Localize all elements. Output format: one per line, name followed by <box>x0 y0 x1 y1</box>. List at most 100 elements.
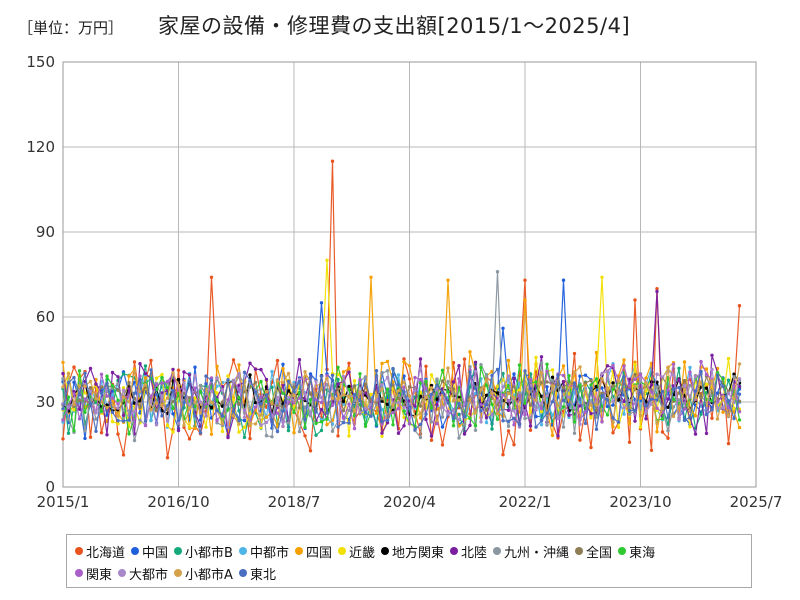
legend-swatch <box>174 547 183 555</box>
data-point <box>550 378 555 383</box>
data-point <box>506 424 511 428</box>
data-point <box>314 379 318 384</box>
data-point <box>572 406 577 410</box>
data-point <box>237 371 241 376</box>
data-point <box>391 423 395 427</box>
data-point <box>737 304 742 308</box>
data-point <box>660 375 665 379</box>
data-point <box>292 385 296 389</box>
data-point <box>402 424 406 428</box>
data-point <box>341 416 346 420</box>
data-point <box>495 412 500 416</box>
data-point <box>138 405 142 410</box>
data-point <box>176 418 181 423</box>
data-point <box>704 372 709 377</box>
data-point <box>429 392 434 396</box>
data-point <box>589 403 593 407</box>
data-point <box>660 389 665 394</box>
data-point <box>671 414 676 419</box>
data-point <box>110 419 115 424</box>
data-point <box>391 410 395 415</box>
data-point <box>556 434 560 438</box>
x-tick-label: 2018/7 <box>268 493 321 511</box>
data-point <box>303 434 307 438</box>
data-point <box>699 395 703 400</box>
data-point <box>512 416 516 420</box>
data-point <box>677 398 681 402</box>
data-point <box>407 405 412 409</box>
data-point <box>622 399 626 404</box>
data-point <box>418 435 423 440</box>
data-point <box>303 425 307 429</box>
data-point <box>732 375 736 379</box>
data-point <box>484 378 489 383</box>
data-point <box>171 367 175 372</box>
y-tick-label: 30 <box>36 393 55 411</box>
data-point <box>297 421 302 425</box>
data-point <box>402 357 406 361</box>
tick-labels: 0 30 60 90 120 150 2015/1 2016/10 2018/7 2020/4 20… <box>26 53 782 511</box>
data-point <box>561 278 566 282</box>
data-point <box>116 419 120 423</box>
data-point <box>506 391 511 396</box>
data-point <box>121 388 126 392</box>
data-point <box>644 417 648 421</box>
data-point <box>204 402 208 406</box>
data-point <box>633 384 637 388</box>
data-point <box>248 373 252 377</box>
data-point <box>358 399 362 403</box>
data-point <box>66 417 71 421</box>
data-point <box>121 409 126 413</box>
data-point <box>61 360 65 365</box>
data-point <box>633 408 637 413</box>
data-point <box>193 400 197 404</box>
x-tick-label: 2022/1 <box>499 493 552 511</box>
data-point <box>358 372 362 376</box>
data-point <box>325 383 329 387</box>
data-point <box>418 411 423 415</box>
data-point <box>138 374 142 378</box>
data-point <box>297 379 302 384</box>
data-point <box>264 415 269 419</box>
data-point <box>132 409 137 414</box>
data-point <box>341 408 346 413</box>
data-point <box>440 415 445 419</box>
data-point <box>110 384 115 388</box>
data-point <box>363 391 368 395</box>
data-point <box>259 402 263 406</box>
data-point <box>578 365 582 369</box>
data-point <box>176 368 181 372</box>
data-point <box>275 411 280 415</box>
data-point <box>391 366 395 371</box>
data-point <box>248 361 252 365</box>
data-point <box>699 412 703 416</box>
legend-label: 小都市B <box>185 545 233 561</box>
data-point <box>484 408 489 412</box>
data-point <box>231 358 236 362</box>
data-point <box>418 381 423 385</box>
data-point <box>149 418 153 422</box>
data-point <box>721 410 725 414</box>
data-point <box>314 433 318 437</box>
data-point <box>605 370 610 374</box>
data-point <box>264 393 269 397</box>
data-point <box>83 371 87 375</box>
data-point <box>726 441 731 446</box>
data-point <box>72 392 76 396</box>
data-point <box>77 369 82 373</box>
data-point <box>275 429 280 434</box>
data-point <box>638 425 643 429</box>
data-point <box>429 406 434 410</box>
data-point <box>66 372 71 376</box>
data-point <box>347 421 351 425</box>
data-point <box>627 421 632 426</box>
data-point <box>413 415 417 419</box>
data-point <box>187 373 192 377</box>
data-point <box>138 418 142 422</box>
data-point <box>83 391 87 395</box>
data-point <box>737 377 742 381</box>
data-point <box>314 421 318 426</box>
data-point <box>490 402 494 407</box>
data-point <box>121 413 126 418</box>
data-point <box>671 373 676 377</box>
